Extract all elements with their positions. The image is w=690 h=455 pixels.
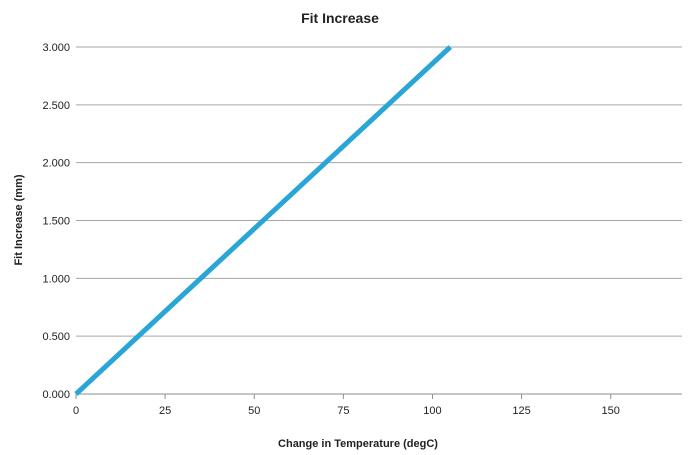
x-tick-label: 50 xyxy=(248,405,260,417)
axes xyxy=(75,393,682,399)
series-line xyxy=(74,45,452,396)
x-axis-label: Change in Temperature (degC) xyxy=(278,438,438,450)
x-tick-label: 75 xyxy=(337,405,349,417)
x-tick-label: 25 xyxy=(159,405,171,417)
x-tick-label: 150 xyxy=(602,405,620,417)
y-tick-label: 3.000 xyxy=(42,42,70,54)
chart-title: Fit Increase xyxy=(301,10,379,26)
data-series xyxy=(74,45,452,396)
y-tick-label: 2.000 xyxy=(42,158,70,170)
y-tick-label: 1.500 xyxy=(42,216,70,228)
x-tick-label: 0 xyxy=(73,405,79,417)
x-tick-label: 100 xyxy=(423,405,441,417)
y-tick-label: 0.500 xyxy=(42,331,70,343)
y-tick-label: 0.000 xyxy=(42,389,70,401)
y-tick-label: 1.000 xyxy=(42,273,70,285)
gridlines xyxy=(76,46,682,337)
y-tick-label: 2.500 xyxy=(42,100,70,112)
x-tick-label: 125 xyxy=(512,405,530,417)
tick-labels: 0.000 0.500 1.000 1.500 2.000 2.500 3.000 0 25 50… xyxy=(42,42,619,417)
y-axis-label: Fit Increase (mm) xyxy=(13,174,25,265)
